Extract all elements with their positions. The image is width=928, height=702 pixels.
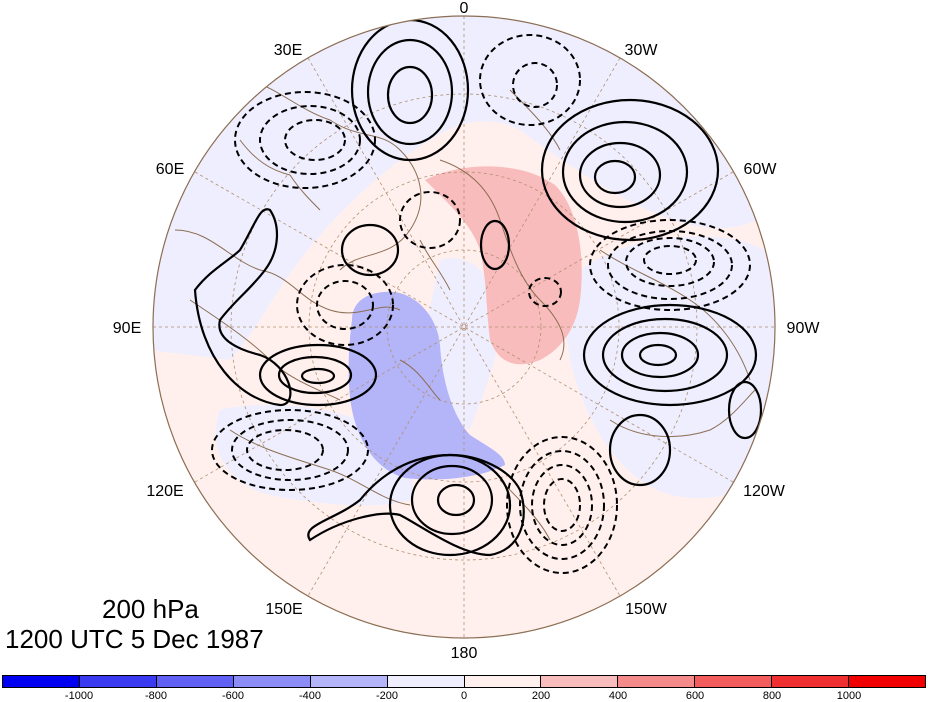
lon-label-30e: 30E [274,42,302,59]
colorbar-swatch [3,676,80,687]
colorbar-label: 200 [531,690,551,702]
colorbar-swatch [849,676,926,687]
negative-contours [211,34,751,574]
lon-label-90e: 90E [113,320,141,337]
lon-label-60e: 60E [156,161,184,178]
colorbar-swatch [79,676,157,687]
coastlines [174,79,756,541]
lon-label-30w: 30W [625,42,659,59]
colorbar-label: 600 [685,690,705,702]
colorbar-label: -400 [298,690,322,702]
map-disc [153,16,775,638]
lon-label-90w: 90W [787,320,821,337]
colorbar-swatch [233,676,311,687]
valid-time-caption: 1200 UTC 5 Dec 1987 [5,624,264,654]
colorbar-swatch [772,676,850,687]
shading-weak-negative-north [153,16,775,360]
pressure-level-caption: 200 hPa [102,594,199,624]
lon-label-120e: 120E [146,483,183,500]
colorbar-label: -1000 [64,690,94,702]
colorbar-swatch [695,676,773,687]
colorbar-swatch [156,676,234,687]
graticule [153,16,775,638]
lon-label-180: 180 [451,645,478,662]
colorbar-swatch [310,676,388,687]
colorbar-label: 800 [762,690,782,702]
lon-label-150w: 150W [625,601,668,618]
colorbar-label: 0 [460,690,468,702]
lon-label-150e: 150E [265,601,302,618]
colorbar-label: -600 [221,690,245,702]
lon-label-0: 0 [460,0,469,17]
lon-label-60w: 60W [744,161,778,178]
shading-weak-negative-east [560,236,775,499]
colorbar-label: 1000 [836,690,862,702]
colorbar [2,675,926,688]
colorbar-label: -200 [375,690,399,702]
colorbar-swatch [464,676,542,687]
colorbar-label: 400 [608,690,628,702]
colorbar-label: -800 [144,690,168,702]
lon-label-120w: 120W [743,483,786,500]
colorbar-swatch [541,676,619,687]
colorbar-swatch [618,676,696,687]
map-boundary [152,15,776,639]
colorbar-swatch [387,676,465,687]
